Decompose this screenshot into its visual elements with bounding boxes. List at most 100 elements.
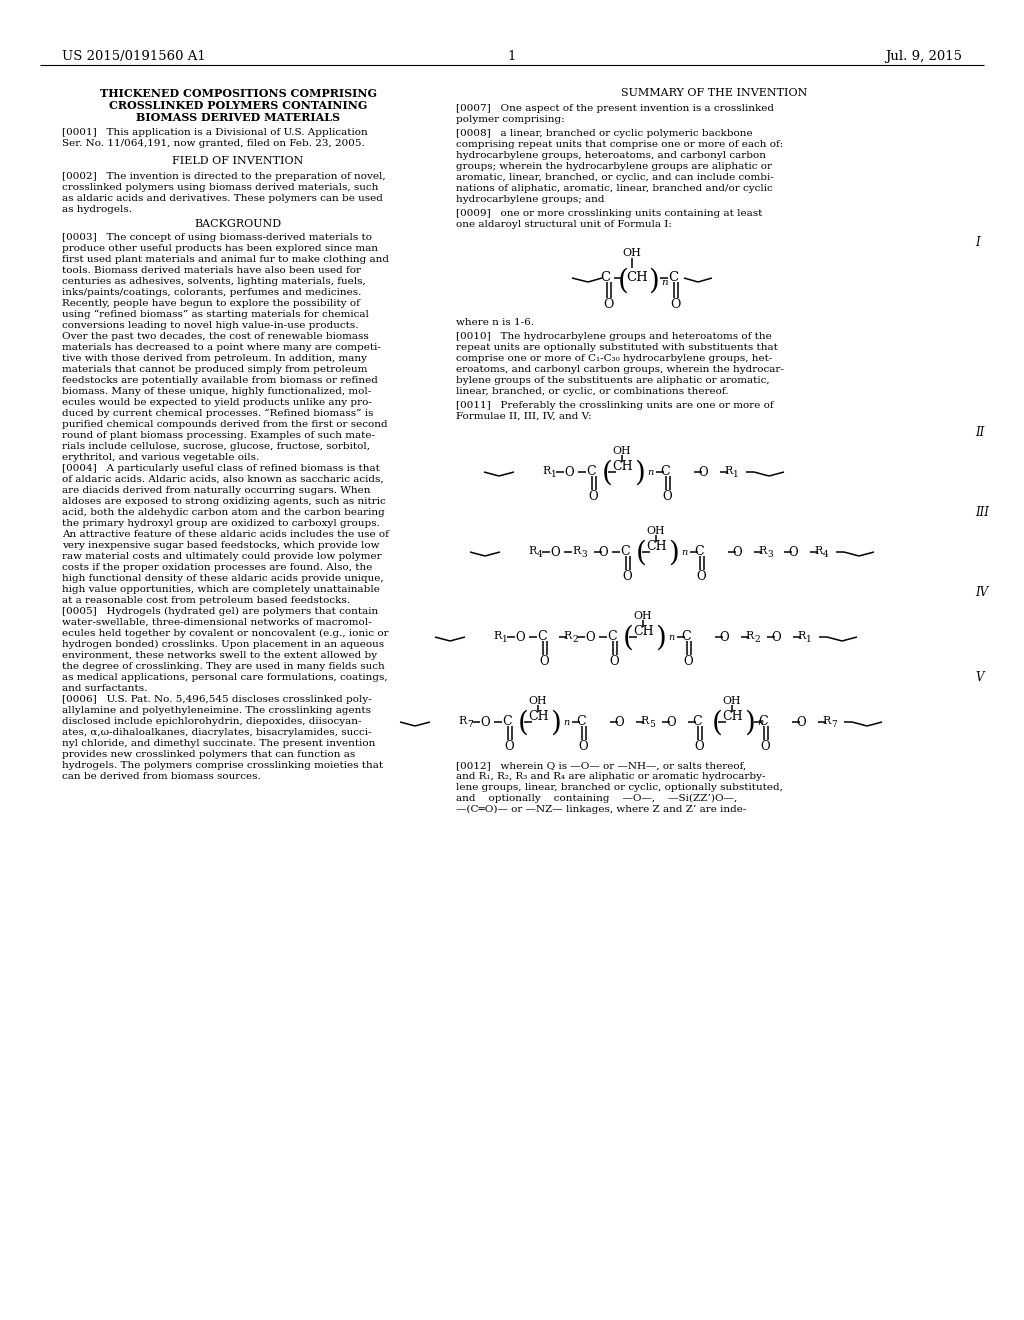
Text: R: R xyxy=(814,546,822,556)
Text: C: C xyxy=(758,715,768,729)
Text: US 2015/0191560 A1: US 2015/0191560 A1 xyxy=(62,50,206,63)
Text: O: O xyxy=(796,715,806,729)
Text: water-swellable, three-dimensional networks of macromol-: water-swellable, three-dimensional netwo… xyxy=(62,618,372,627)
Text: (: ( xyxy=(712,710,723,737)
Text: O: O xyxy=(694,741,703,752)
Text: O: O xyxy=(670,298,680,312)
Text: centuries as adhesives, solvents, lighting materials, fuels,: centuries as adhesives, solvents, lighti… xyxy=(62,277,366,286)
Text: O: O xyxy=(698,466,708,479)
Text: [0008]   a linear, branched or cyclic polymeric backbone: [0008] a linear, branched or cyclic poly… xyxy=(456,129,753,139)
Text: 1: 1 xyxy=(806,635,812,644)
Text: costs if the proper oxidation processes are found. Also, the: costs if the proper oxidation processes … xyxy=(62,564,373,572)
Text: bylene groups of the substituents are aliphatic or aromatic,: bylene groups of the substituents are al… xyxy=(456,376,770,385)
Text: (: ( xyxy=(636,540,647,568)
Text: polymer comprising:: polymer comprising: xyxy=(456,115,564,124)
Text: O: O xyxy=(719,631,729,644)
Text: tive with those derived from petroleum. In addition, many: tive with those derived from petroleum. … xyxy=(62,354,367,363)
Text: (: ( xyxy=(623,624,634,652)
Text: materials has decreased to a point where many are competi-: materials has decreased to a point where… xyxy=(62,343,381,352)
Text: Ser. No. 11/064,191, now granted, filed on Feb. 23, 2005.: Ser. No. 11/064,191, now granted, filed … xyxy=(62,139,365,148)
Text: C: C xyxy=(537,630,547,643)
Text: An attractive feature of these aldaric acids includes the use of: An attractive feature of these aldaric a… xyxy=(62,531,389,539)
Text: 3: 3 xyxy=(767,550,773,558)
Text: nations of aliphatic, aromatic, linear, branched and/or cyclic: nations of aliphatic, aromatic, linear, … xyxy=(456,183,773,193)
Text: the primary hydroxyl group are oxidized to carboxyl groups.: the primary hydroxyl group are oxidized … xyxy=(62,519,380,528)
Text: [0010]   The hydrocarbylene groups and heteroatoms of the: [0010] The hydrocarbylene groups and het… xyxy=(456,333,772,341)
Text: 7: 7 xyxy=(467,719,473,729)
Text: environment, these networks swell to the extent allowed by: environment, these networks swell to the… xyxy=(62,651,377,660)
Text: (: ( xyxy=(602,459,613,487)
Text: BACKGROUND: BACKGROUND xyxy=(195,219,282,228)
Text: high value opportunities, which are completely unattainable: high value opportunities, which are comp… xyxy=(62,585,380,594)
Text: as hydrogels.: as hydrogels. xyxy=(62,205,132,214)
Text: OH: OH xyxy=(528,696,547,706)
Text: O: O xyxy=(588,490,598,503)
Text: OH: OH xyxy=(612,446,631,455)
Text: n: n xyxy=(647,469,653,477)
Text: C: C xyxy=(586,465,596,478)
Text: R: R xyxy=(572,546,581,556)
Text: OH: OH xyxy=(622,248,641,257)
Text: 4: 4 xyxy=(823,550,828,558)
Text: ates, α,ω-dihaloalkanes, diacrylates, bisacrylamides, succi-: ates, α,ω-dihaloalkanes, diacrylates, bi… xyxy=(62,729,372,737)
Text: O: O xyxy=(666,715,676,729)
Text: CROSSLINKED POLYMERS CONTAINING: CROSSLINKED POLYMERS CONTAINING xyxy=(109,100,368,111)
Text: [0004]   A particularly useful class of refined biomass is that: [0004] A particularly useful class of re… xyxy=(62,465,380,473)
Text: ecules held together by covalent or noncovalent (e.g., ionic or: ecules held together by covalent or nonc… xyxy=(62,630,389,638)
Text: C: C xyxy=(620,545,630,558)
Text: V: V xyxy=(975,671,983,684)
Text: [0007]   One aspect of the present invention is a crosslinked: [0007] One aspect of the present inventi… xyxy=(456,104,774,114)
Text: hydrocarbylene groups, heteroatoms, and carbonyl carbon: hydrocarbylene groups, heteroatoms, and … xyxy=(456,150,766,160)
Text: ): ) xyxy=(744,710,755,737)
Text: purified chemical compounds derived from the first or second: purified chemical compounds derived from… xyxy=(62,420,388,429)
Text: O: O xyxy=(603,298,613,312)
Text: 7: 7 xyxy=(831,719,837,729)
Text: R: R xyxy=(745,631,754,642)
Text: 2: 2 xyxy=(572,635,578,644)
Text: very inexpensive sugar based feedstocks, which provide low: very inexpensive sugar based feedstocks,… xyxy=(62,541,380,550)
Text: O: O xyxy=(480,715,489,729)
Text: ): ) xyxy=(668,540,679,568)
Text: C: C xyxy=(575,715,586,729)
Text: R: R xyxy=(458,715,466,726)
Text: CH: CH xyxy=(626,271,648,284)
Text: II: II xyxy=(975,426,984,440)
Text: the degree of crosslinking. They are used in many fields such: the degree of crosslinking. They are use… xyxy=(62,663,385,671)
Text: R: R xyxy=(724,466,732,477)
Text: n: n xyxy=(662,279,668,286)
Text: round of plant biomass processing. Examples of such mate-: round of plant biomass processing. Examp… xyxy=(62,432,375,440)
Text: —(C═O)— or —NZ— linkages, where Z and Z’ are inde-: —(C═O)— or —NZ— linkages, where Z and Z’… xyxy=(456,805,746,814)
Text: ): ) xyxy=(634,459,645,487)
Text: O: O xyxy=(585,631,595,644)
Text: inks/paints/coatings, colorants, perfumes and medicines.: inks/paints/coatings, colorants, perfume… xyxy=(62,288,361,297)
Text: can be derived from biomass sources.: can be derived from biomass sources. xyxy=(62,772,261,781)
Text: O: O xyxy=(578,741,588,752)
Text: aromatic, linear, branched, or cyclic, and can include combi-: aromatic, linear, branched, or cyclic, a… xyxy=(456,173,774,182)
Text: [0003]   The concept of using biomass-derived materials to: [0003] The concept of using biomass-deri… xyxy=(62,234,372,242)
Text: O: O xyxy=(550,546,560,558)
Text: 1: 1 xyxy=(502,635,508,644)
Text: O: O xyxy=(696,570,706,583)
Text: O: O xyxy=(771,631,780,644)
Text: BIOMASS DERIVED MATERIALS: BIOMASS DERIVED MATERIALS xyxy=(136,112,340,123)
Text: OH: OH xyxy=(646,525,665,536)
Text: are diacids derived from naturally occurring sugars. When: are diacids derived from naturally occur… xyxy=(62,486,371,495)
Text: Formulae II, III, IV, and V:: Formulae II, III, IV, and V: xyxy=(456,412,592,421)
Text: comprising repeat units that comprise one or more of each of:: comprising repeat units that comprise on… xyxy=(456,140,783,149)
Text: O: O xyxy=(609,655,618,668)
Text: C: C xyxy=(607,630,616,643)
Text: CH: CH xyxy=(528,710,549,723)
Text: O: O xyxy=(504,741,514,752)
Text: [0011]   Preferably the crosslinking units are one or more of: [0011] Preferably the crosslinking units… xyxy=(456,401,773,411)
Text: 5: 5 xyxy=(649,719,655,729)
Text: CH: CH xyxy=(612,459,633,473)
Text: OH: OH xyxy=(722,696,740,706)
Text: C: C xyxy=(600,271,610,284)
Text: ecules would be expected to yield products unlike any pro-: ecules would be expected to yield produc… xyxy=(62,399,372,407)
Text: C: C xyxy=(692,715,701,729)
Text: C: C xyxy=(668,271,678,284)
Text: [0009]   one or more crosslinking units containing at least: [0009] one or more crosslinking units co… xyxy=(456,209,763,218)
Text: repeat units are optionally substituted with substituents that: repeat units are optionally substituted … xyxy=(456,343,778,352)
Text: 1: 1 xyxy=(733,470,738,479)
Text: O: O xyxy=(622,570,632,583)
